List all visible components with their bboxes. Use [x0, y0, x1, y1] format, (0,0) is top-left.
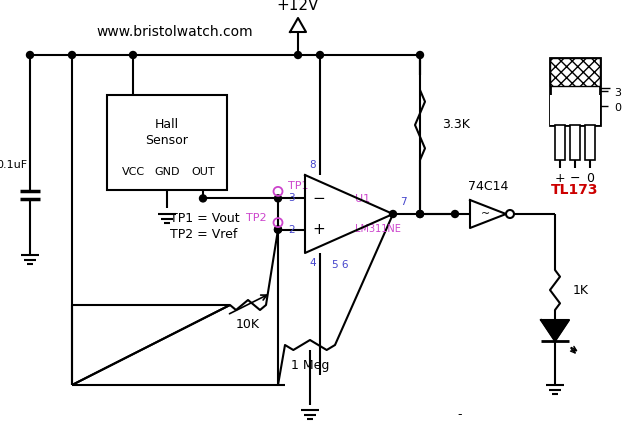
Bar	[585, 125, 595, 160]
Text: LM311NE: LM311NE	[355, 224, 401, 234]
Circle shape	[417, 210, 424, 218]
Bar	[550, 95, 600, 125]
Text: TP1: TP1	[288, 181, 308, 192]
Text: 1K: 1K	[573, 283, 589, 296]
Bar	[555, 125, 565, 160]
Text: 5 6: 5 6	[332, 260, 348, 270]
Circle shape	[129, 51, 136, 59]
Text: 3.3K: 3.3K	[442, 118, 470, 131]
Text: +: +	[555, 171, 565, 184]
Text: U1: U1	[355, 194, 371, 204]
Circle shape	[275, 195, 282, 202]
Text: 0: 0	[586, 171, 594, 184]
Circle shape	[68, 51, 76, 59]
Text: TP1 = Vout: TP1 = Vout	[170, 212, 239, 225]
Text: OUT: OUT	[191, 167, 215, 177]
Circle shape	[275, 226, 282, 233]
Bar	[550, 58, 600, 86]
Text: Hall: Hall	[155, 118, 179, 131]
Circle shape	[26, 51, 33, 59]
Text: ~: ~	[481, 209, 491, 219]
Text: 7: 7	[400, 197, 406, 207]
Circle shape	[200, 195, 207, 202]
Circle shape	[390, 210, 397, 218]
Circle shape	[294, 51, 301, 59]
Text: Sensor: Sensor	[145, 134, 188, 147]
Text: +12V: +12V	[277, 0, 319, 13]
Text: −: −	[312, 191, 325, 206]
Text: 2: 2	[289, 224, 295, 234]
Text: VCC: VCC	[122, 167, 145, 177]
Text: TP2: TP2	[246, 213, 266, 223]
Text: www.bristolwatch.com: www.bristolwatch.com	[97, 25, 253, 39]
Circle shape	[275, 226, 282, 233]
Text: TP2 = Vref: TP2 = Vref	[170, 228, 237, 241]
Text: +: +	[312, 222, 325, 237]
Text: 0.1uF: 0.1uF	[0, 160, 28, 170]
Bar	[107, 95, 227, 190]
Text: 3: 3	[614, 88, 621, 98]
Text: 4: 4	[310, 258, 316, 268]
Text: GND: GND	[154, 167, 180, 177]
Circle shape	[417, 210, 424, 218]
Text: 10K: 10K	[236, 319, 260, 331]
Circle shape	[417, 51, 424, 59]
Text: 1 Meg: 1 Meg	[291, 359, 329, 371]
Text: 0: 0	[614, 103, 621, 113]
Polygon shape	[541, 320, 569, 341]
Circle shape	[451, 210, 458, 218]
Text: −: −	[570, 171, 580, 184]
Bar	[550, 58, 600, 125]
Circle shape	[317, 51, 323, 59]
Text: -: -	[458, 408, 462, 421]
Text: 3: 3	[289, 193, 295, 203]
Bar	[570, 125, 580, 160]
Text: TL173: TL173	[551, 183, 599, 197]
Text: 8: 8	[310, 160, 316, 170]
Text: 74C14: 74C14	[468, 179, 508, 192]
